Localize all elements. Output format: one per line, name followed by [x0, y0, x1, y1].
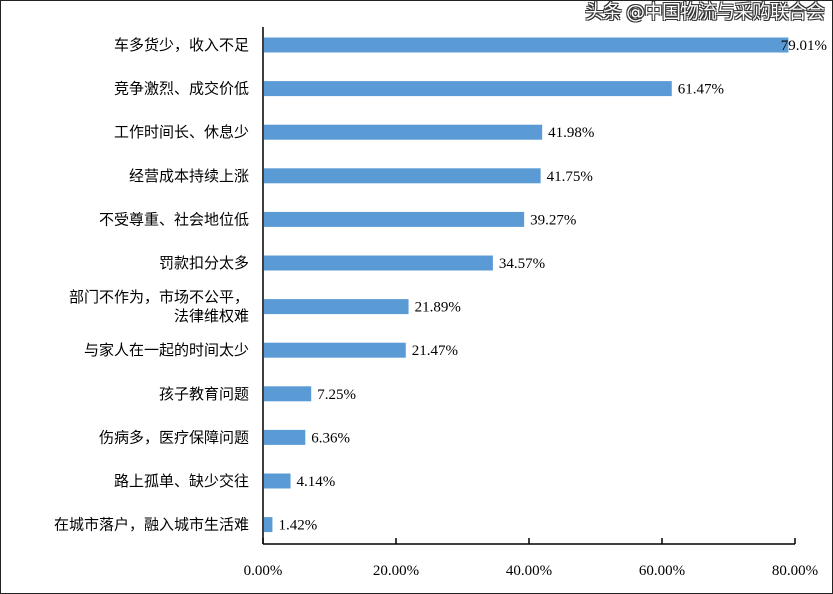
data-label: 21.47% [412, 343, 458, 359]
x-tick-label: 0.00% [244, 563, 283, 579]
bar [264, 81, 672, 97]
category-label: 伤病多，医疗保障问题 [99, 428, 249, 446]
category-label: 法律维权难 [174, 307, 249, 325]
category-label: 与家人在一起的时间太少 [84, 341, 249, 359]
bar [264, 517, 273, 533]
data-label: 34.57% [499, 256, 545, 272]
bar [264, 211, 525, 227]
bar [264, 168, 541, 184]
data-label: 21.89% [415, 300, 461, 316]
data-label: 6.36% [311, 430, 350, 446]
category-label: 经营成本持续上涨 [129, 167, 249, 185]
data-label: 39.27% [530, 212, 576, 228]
data-label: 4.14% [297, 474, 336, 490]
bar [264, 342, 406, 358]
category-label: 竞争激烈、成交价低 [114, 80, 249, 98]
data-label: 7.25% [317, 387, 356, 403]
watermark: 头条 @中国物流与采购联合会 [584, 1, 825, 23]
data-label: 61.47% [678, 82, 724, 98]
category-label: 在城市落户，融入城市生活难 [54, 516, 249, 534]
bar [264, 386, 312, 402]
bar [264, 124, 543, 140]
bar [264, 429, 306, 445]
category-label: 车多货少，收入不足 [114, 36, 249, 54]
bar [264, 299, 409, 315]
x-tick-label: 20.00% [373, 563, 419, 579]
data-label: 1.42% [278, 518, 317, 534]
category-label: 部门不作为，市场不公平， [69, 288, 249, 306]
category-label: 孩子教育问题 [159, 385, 249, 403]
x-tick-label: 80.00% [772, 563, 818, 579]
category-label: 不受尊重、社会地位低 [99, 210, 249, 228]
data-label: 41.98% [548, 125, 594, 141]
category-label: 工作时间长、休息少 [114, 123, 249, 141]
bar [264, 255, 493, 271]
bar [264, 473, 291, 489]
category-label: 罚款扣分太多 [159, 254, 249, 272]
bar [264, 37, 789, 53]
category-label: 路上孤单、缺少交往 [114, 472, 249, 490]
x-tick-label: 60.00% [639, 563, 685, 579]
data-label: 41.75% [547, 169, 593, 185]
data-label: 79.01% [781, 38, 827, 54]
x-tick-label: 40.00% [506, 563, 552, 579]
